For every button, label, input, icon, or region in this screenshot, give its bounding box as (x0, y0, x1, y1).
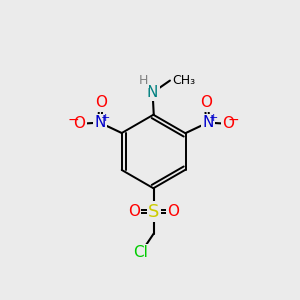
Text: −: − (67, 112, 79, 127)
Text: N: N (202, 115, 213, 130)
Text: +: + (209, 112, 218, 122)
Text: −: − (228, 112, 240, 127)
Text: O: O (74, 116, 86, 131)
Text: O: O (200, 95, 212, 110)
Text: Cl: Cl (134, 245, 148, 260)
Text: S: S (148, 202, 159, 220)
Text: O: O (128, 204, 140, 219)
Text: H: H (139, 74, 148, 87)
Text: N: N (94, 115, 106, 130)
Text: +: + (101, 112, 110, 122)
Text: CH₃: CH₃ (173, 74, 196, 87)
Text: O: O (167, 204, 179, 219)
Text: N: N (147, 85, 158, 100)
Text: O: O (95, 95, 107, 110)
Text: O: O (222, 116, 234, 131)
